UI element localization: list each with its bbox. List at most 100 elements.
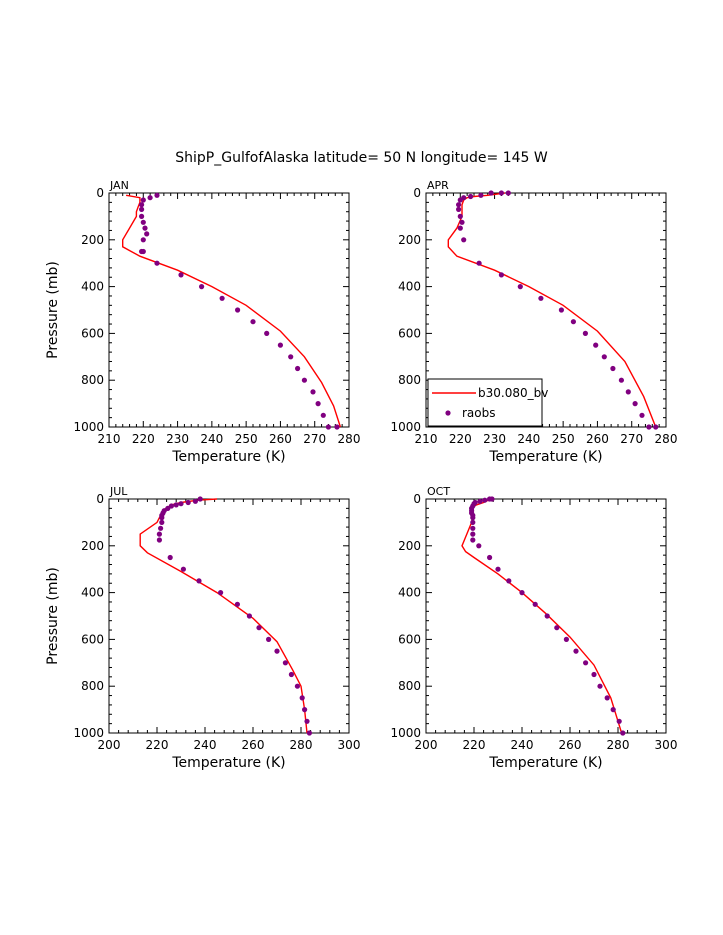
panel-oct-obs-point (610, 707, 616, 713)
panel-oct-obs-point (470, 525, 476, 531)
panel-jan-obs-point (235, 307, 241, 313)
panel-jan-obs-point (139, 206, 145, 212)
panel-jan-obs-point (139, 202, 145, 208)
panel-jan-obs-point (144, 231, 150, 237)
panel-jul-y-tick-label: 600 (81, 632, 104, 646)
panel-oct-obs-point (519, 590, 525, 596)
panel-apr-obs-point (517, 284, 523, 290)
panel-jan-x-tick-label: 220 (132, 432, 155, 446)
panel-oct-obs-point (487, 554, 493, 561)
panel-apr-obs-point (582, 330, 589, 336)
panel-oct-obs-point (476, 543, 482, 549)
panel-jan-obs-point (264, 330, 270, 336)
panel-apr-y-tick-label: 800 (398, 373, 421, 387)
panel-jul-y-tick-label: 200 (81, 539, 104, 553)
panel-jul-obs-point (185, 499, 191, 506)
panel-oct-obs-point (495, 566, 501, 572)
panel-jul-obs-point (156, 531, 162, 537)
panel-jan-obs-point (140, 237, 146, 243)
panel-jul-x-tick-label: 280 (290, 738, 313, 752)
panel-apr-y-tick-label: 400 (398, 280, 421, 294)
panel-jan-x-tick-label: 280 (338, 432, 361, 446)
panel-jan-y-tick-label: 200 (81, 233, 104, 247)
panel-apr-x-tick-label: 280 (655, 432, 678, 446)
panel-jan-obs-point (301, 377, 307, 383)
panel-jul-model-line (139, 498, 308, 734)
panel-jul-y-axis-title: Pressure (mb) (45, 567, 61, 665)
panel-jan-obs-point (199, 284, 205, 290)
panel-apr-obs-point (457, 197, 463, 203)
panel-jan-obs-point (147, 195, 153, 201)
panel-apr-obs-point (476, 260, 482, 266)
panel-jan-y-axis-title: Pressure (mb) (45, 261, 61, 359)
panel-jul-obs-point (274, 648, 280, 654)
panel-jul-x-tick-label: 300 (338, 738, 361, 752)
panel-oct-obs-point (591, 671, 597, 678)
panel-jul-frame (108, 498, 350, 734)
panel-apr-x-tick-label: 230 (483, 432, 506, 446)
panel-jul-obs-point (246, 613, 252, 619)
panel-apr-obs-point (459, 219, 465, 225)
panel-jul-obs-point (197, 496, 203, 502)
panel-jul-obs-point (159, 519, 165, 526)
panel-oct-obs-point (470, 537, 476, 543)
panel-jul-obs-point (282, 660, 288, 666)
panel-apr-obs-point (456, 206, 462, 212)
panel-jul-y-tick-label: 0 (96, 492, 104, 506)
panel-oct-obs-point (583, 660, 589, 666)
panel-oct-obs-point (597, 683, 603, 689)
panel-jul-obs-point (192, 498, 198, 504)
panel-oct-obs-point (487, 496, 493, 502)
panel-apr-obs-point (632, 401, 638, 407)
panel-jan-y-tick-label: 800 (81, 373, 104, 387)
panel-jul-obs-point (159, 515, 165, 521)
panel-jan-obs-point (178, 272, 184, 278)
panel-jan-x-tick-label: 260 (269, 432, 292, 446)
panel-apr-y-tick-label: 600 (398, 326, 421, 340)
panel-jul-x-tick-label: 220 (146, 738, 169, 752)
panel-oct-x-tick-label: 200 (415, 738, 438, 752)
panel-oct-x-tick-label: 260 (559, 738, 582, 752)
panel-oct-obs-point (477, 498, 483, 504)
panel-apr-obs-point (558, 307, 565, 313)
panel-jul-obs-point (294, 683, 300, 689)
panel-apr-obs-point (488, 190, 494, 196)
panel-apr-obs-point (593, 342, 599, 348)
panel-oct-obs-point (482, 497, 488, 503)
panel-jul-obs-point (156, 537, 162, 543)
panel-apr-obs-point (601, 354, 607, 360)
panel-jan-obs-point (140, 248, 146, 255)
panel-jul-y-tick-label: 1000 (73, 726, 104, 740)
panel-jul-obs-point (234, 601, 240, 607)
panel-jul-obs-point (180, 566, 186, 572)
panel-jul-obs-point (158, 525, 164, 531)
panel-apr-obs-point (468, 193, 474, 200)
panel-oct-y-tick-label: 800 (398, 679, 421, 693)
panel-apr-obs-point (498, 272, 504, 278)
panel-jan-obs-point (310, 389, 316, 395)
panel-jul-obs-point (306, 730, 312, 736)
panel-oct-obs-point (563, 636, 570, 643)
panel-jul-obs-point (196, 578, 202, 584)
panel-jul-obs-point (167, 554, 173, 561)
panel-oct-x-tick-label: 280 (607, 738, 630, 752)
panel-jan-obs-point (295, 365, 301, 372)
panel-jul-obs-point (288, 671, 294, 678)
panel-oct-model-line (461, 498, 623, 734)
panel-jul-obs-point (256, 625, 262, 631)
panel-apr-obs-point (618, 377, 625, 383)
panel-apr-obs-point (498, 190, 504, 196)
panel-apr-obs-point (505, 190, 511, 196)
panel-jan-obs-point (140, 197, 146, 203)
panel-oct-obs-point (470, 519, 476, 526)
panel-jan-obs-point (142, 225, 148, 231)
panel-oct-y-tick-label: 200 (398, 539, 421, 553)
panel-oct-x-tick-label: 220 (463, 738, 486, 752)
panel-jan-obs-point (140, 219, 146, 225)
panel-oct-obs-point (470, 515, 476, 521)
panel-apr-y-tick-label: 0 (413, 186, 421, 200)
panel-oct-obs-point (573, 648, 579, 654)
legend-obs-label: raobs (462, 406, 496, 420)
panel-apr-obs-point (646, 424, 652, 430)
